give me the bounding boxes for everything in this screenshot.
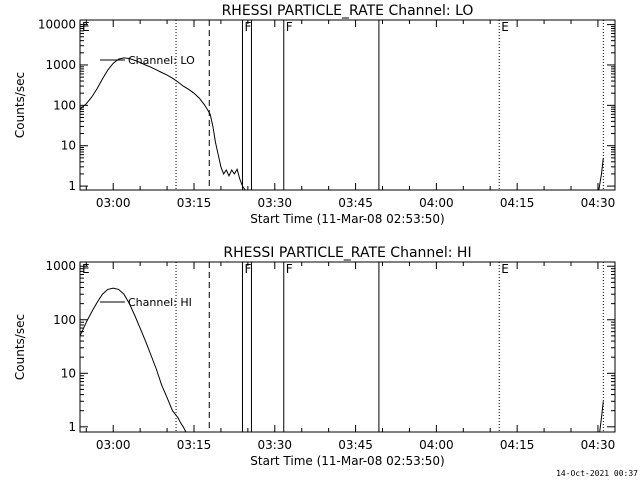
event-line-label: F [286,262,293,276]
event-line-label: F [244,20,251,34]
plot-frame [79,261,616,433]
y-axis-ticks: 1 10 100 1000 10000 [38,18,615,193]
x-tick-label: 03:45 [338,196,373,210]
y-axis-ticks: 1 10 100 1000 [45,259,615,434]
series-tail-line [598,157,604,191]
y-tick-label: 10 [61,139,76,153]
chart-title: RHESSI PARTICLE_RATE Channel: HI [223,245,471,261]
x-tick-label: 03:45 [338,438,373,452]
y-axis-label: Counts/sec [13,72,27,138]
y-tick-label: 1 [68,420,76,434]
x-tick-label: 04:00 [419,196,454,210]
chart-panel-lo: RHESSI PARTICLE_RATE Channel: LO Counts/s… [13,3,616,226]
x-axis-label: Start Time (11-Mar-08 02:53:50) [250,212,444,226]
event-line-label: F [286,20,293,34]
footer-timestamp: 14-Oct-2021 00:37 [556,469,638,478]
legend: Channel: LO [100,54,195,67]
x-tick-label: 04:30 [581,438,616,452]
y-tick-label: 1000 [45,259,76,273]
chart-panel-hi: RHESSI PARTICLE_RATE Channel: HI Counts/s… [13,245,616,468]
legend-label: Channel: HI [128,296,192,309]
x-axis-label: Start Time (11-Mar-08 02:53:50) [250,454,444,468]
event-line-label: F [244,262,251,276]
y-axis-label: Counts/sec [13,314,27,380]
series-tail-line [599,401,604,433]
x-axis-ticks: 03:00 03:15 03:30 03:45 04:00 04:15 04:30 [85,262,616,452]
y-tick-label: 100 [53,313,76,327]
data-series [79,57,604,191]
x-tick-label: 03:30 [257,438,292,452]
chart-title: RHESSI PARTICLE_RATE Channel: LO [222,3,474,19]
event-line-label: E [501,20,509,34]
y-tick-label: 100 [53,98,76,112]
x-axis-ticks: 03:00 03:15 03:30 03:45 04:00 04:15 04:30 [85,20,616,210]
x-tick-label: 03:15 [177,438,212,452]
y-tick-label: 10 [61,366,76,380]
event-line-label: E [501,262,509,276]
corner-label: E [82,20,90,34]
y-tick-label: 1 [68,179,76,193]
x-tick-label: 04:30 [581,196,616,210]
x-tick-label: 03:30 [257,196,292,210]
x-tick-label: 04:00 [419,438,454,452]
x-tick-label: 04:15 [500,196,535,210]
data-series [79,287,604,433]
plot-frame [79,19,616,191]
corner-label: E [82,262,90,276]
x-tick-label: 03:00 [96,196,131,210]
series-line [79,57,246,191]
legend-label: Channel: LO [128,54,195,67]
y-tick-label: 10000 [38,18,76,32]
legend: Channel: HI [100,296,192,309]
x-tick-label: 04:15 [500,438,535,452]
x-tick-label: 03:15 [177,196,212,210]
y-tick-label: 1000 [45,58,76,72]
series-line [79,287,187,433]
x-tick-label: 03:00 [96,438,131,452]
